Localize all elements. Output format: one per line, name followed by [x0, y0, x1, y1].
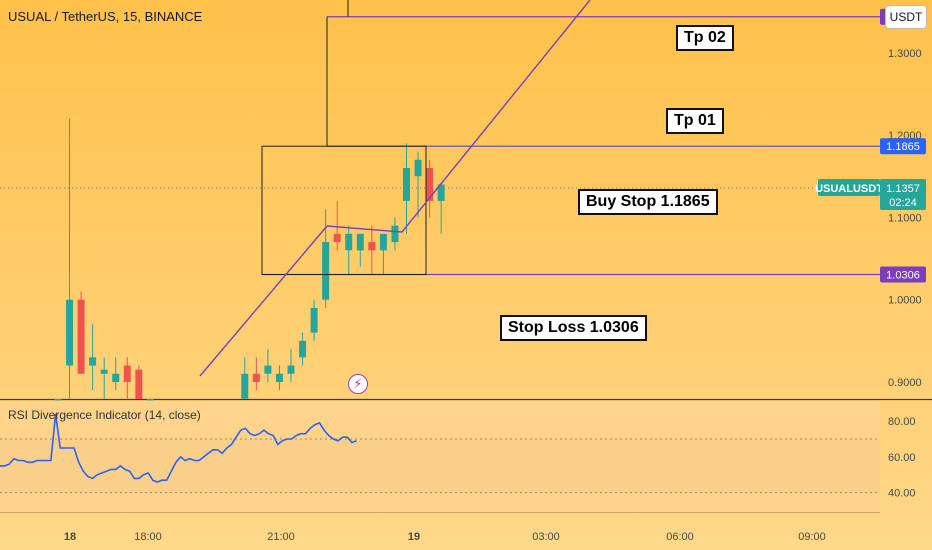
candle-body[interactable] [54, 399, 62, 401]
candle-body[interactable] [345, 233, 353, 251]
tp2-note[interactable]: Tp 02 [676, 25, 734, 51]
rsi-band [0, 439, 880, 493]
candle-body[interactable] [241, 373, 249, 399]
rsi-axis-tick: 60.00 [888, 452, 916, 464]
time-axis-tick: 18:00 [134, 531, 162, 543]
candle-body[interactable] [146, 399, 154, 401]
rsi-line[interactable] [0, 413, 357, 483]
candle-body[interactable] [368, 242, 376, 251]
tp1-note[interactable]: Tp 01 [666, 108, 724, 134]
countdown-label: 02:24 [889, 197, 917, 209]
time-axis-tick: 21:00 [267, 531, 295, 543]
trend-line[interactable] [199, 225, 328, 377]
candle-body[interactable] [322, 242, 330, 300]
candle-body[interactable] [100, 369, 108, 374]
candle-body[interactable] [333, 233, 341, 243]
stop-loss-note[interactable]: Stop Loss 1.0306 [500, 315, 647, 341]
time-axis-tick: 18 [64, 531, 76, 543]
currency-button[interactable]: USDT [885, 5, 927, 29]
candle-body[interactable] [287, 365, 295, 374]
candle-body[interactable] [135, 369, 143, 399]
symbol-tag[interactable] [818, 179, 880, 197]
rsi-indicator-title[interactable]: RSI Divergence Indicator (14, close) [8, 408, 201, 422]
candle-body[interactable] [426, 168, 434, 201]
candle-body[interactable] [77, 299, 85, 374]
candle-body[interactable] [299, 340, 307, 358]
price-axis-tick: 1.3000 [888, 48, 922, 60]
time-axis-tick: 03:00 [532, 531, 560, 543]
price-tag-label: 1.1865 [886, 141, 920, 153]
price-tag-label: 1.0306 [886, 270, 920, 282]
lightning-icon[interactable]: ⚡ [348, 374, 368, 394]
candle-body[interactable] [356, 233, 364, 251]
price-axis-tick: 0.9000 [888, 377, 922, 389]
candle-body[interactable] [391, 225, 399, 243]
price-tag[interactable] [880, 138, 926, 155]
range-box[interactable] [261, 145, 427, 276]
candle-body[interactable] [310, 307, 318, 333]
candle-body[interactable] [414, 159, 422, 177]
candle-body[interactable] [403, 168, 410, 201]
symbol-tag-label: USUALUSDT [815, 183, 883, 195]
rsi-axis-tick: 80.00 [888, 416, 916, 428]
current-price-label: 1.1357 [886, 183, 920, 195]
time-axis-tick: 19 [408, 531, 420, 543]
candle-body[interactable] [66, 299, 74, 366]
time-axis-tick: 06:00 [666, 531, 694, 543]
rsi-axis-tick: 40.00 [888, 488, 916, 500]
symbol-title[interactable]: USUAL / TetherUS, 15, BINANCE [8, 9, 203, 24]
time-axis-tick: 09:00 [798, 531, 826, 543]
candle-body[interactable] [252, 373, 260, 382]
projection-line[interactable] [326, 0, 591, 233]
candle-body[interactable] [275, 373, 283, 382]
candle-body[interactable] [123, 365, 131, 382]
candle-body[interactable] [264, 365, 272, 374]
candle-body[interactable] [379, 233, 387, 251]
price-tag[interactable] [880, 266, 926, 283]
price-axis-tick: 1.0000 [888, 295, 922, 307]
candle-body[interactable] [437, 184, 445, 201]
candle-body[interactable] [89, 357, 97, 366]
current-price-tag[interactable] [880, 179, 926, 211]
buy-stop-note[interactable]: Buy Stop 1.1865 [578, 189, 718, 215]
price-axis-tick: 1.1000 [888, 212, 922, 224]
candle-body[interactable] [112, 373, 120, 382]
